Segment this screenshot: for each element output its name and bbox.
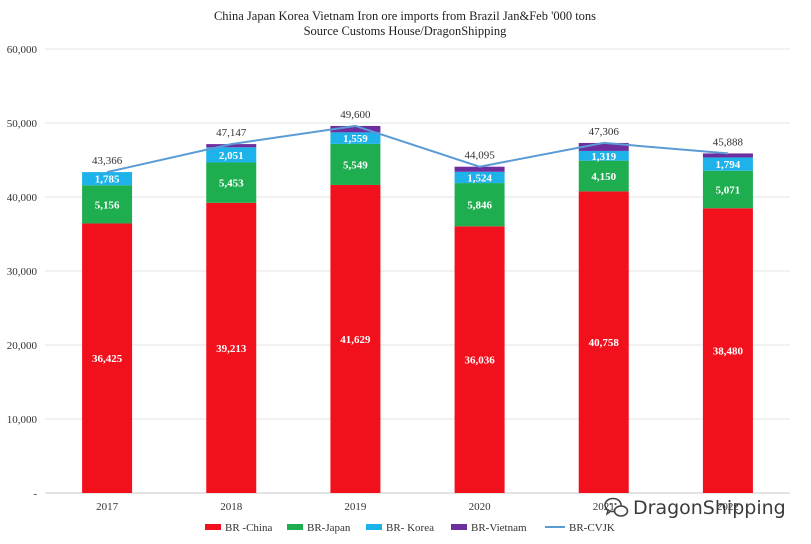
legend-swatch <box>451 524 467 530</box>
bar-segment-br-japan <box>330 143 381 185</box>
segment-data-label: 1,785 <box>95 174 120 186</box>
segment-data-label: 1,559 <box>343 133 368 145</box>
x-tick-label: 2022 <box>717 501 739 513</box>
bar-segment-br-korea <box>702 157 753 171</box>
bar-segment-br-china <box>206 202 257 494</box>
legend-swatch <box>287 524 303 530</box>
data-labels: 36,425 5,156 1,785 39,213 5,453 2,051 41,629 5,… <box>92 109 744 367</box>
segment-data-label: 41,629 <box>340 334 371 346</box>
segment-data-label: 2,051 <box>219 150 244 162</box>
total-line-path <box>106 124 729 174</box>
y-tick-label: 10,000 <box>7 414 38 426</box>
legend-label: BR -China <box>225 522 272 534</box>
legend-label: BR-Vietnam <box>471 522 527 534</box>
y-tick-label: 60,000 <box>7 44 38 56</box>
chart-subtitle: Source Customs House/DragonShipping <box>304 24 508 38</box>
segment-data-label: 5,453 <box>219 178 244 190</box>
wechat-icon <box>604 497 629 517</box>
legend-label: BR- Korea <box>386 522 434 534</box>
chart-title: China Japan Korea Vietnam Iron ore impor… <box>214 9 596 23</box>
bar-segment-br-vietnam <box>206 144 257 148</box>
bars <box>82 125 753 494</box>
bar-segment-br-china <box>702 208 753 494</box>
legend-label: BR-CVJK <box>569 522 615 534</box>
bar-segment-br-vietnam <box>702 153 753 158</box>
y-tick-label: 20,000 <box>7 340 38 352</box>
bar-segment-br-korea <box>454 171 505 184</box>
bar-segment-br-japan <box>82 185 133 224</box>
segment-data-label: 36,036 <box>464 355 495 367</box>
segment-data-label: 1,319 <box>591 151 616 163</box>
x-tick-label: 2018 <box>220 501 243 513</box>
segment-data-label: 1,794 <box>716 159 741 171</box>
y-tick-label: 30,000 <box>7 266 38 278</box>
y-tick-label: 50,000 <box>7 118 38 130</box>
bar-segment-br-china <box>82 223 133 493</box>
bar-segment-br-japan <box>454 183 505 227</box>
segment-data-label: 40,758 <box>589 337 620 349</box>
legend-label: BR-Japan <box>307 522 351 534</box>
segment-data-label: 5,071 <box>716 184 741 196</box>
bar-segment-br-china <box>330 184 381 493</box>
y-axis: - 10,000 20,000 30,000 40,000 50,000 60,000 <box>7 44 38 500</box>
bar-segment-br-korea <box>206 147 257 163</box>
segment-data-label: 5,846 <box>467 200 492 212</box>
legend: BR -China BR-Japan BR- Korea BR-Vietnam BR-C… <box>205 522 615 534</box>
segment-data-label: 5,156 <box>95 199 120 211</box>
total-data-label: 45,888 <box>713 136 744 148</box>
total-line <box>106 124 729 174</box>
segment-data-label: 4,150 <box>591 171 616 183</box>
bar-segment-br-japan <box>702 170 753 209</box>
bar-segment-br-vietnam <box>330 125 381 133</box>
x-tick-label: 2017 <box>96 501 119 513</box>
total-data-label: 47,147 <box>216 127 247 139</box>
bar-segment-br-japan <box>578 160 629 192</box>
bar-segment-br-korea <box>330 132 381 144</box>
total-data-label: 49,600 <box>340 109 371 121</box>
bar-segment-br-vietnam <box>578 142 629 151</box>
watermark: DragonShipping <box>604 497 786 519</box>
bar-segment-br-china <box>578 191 629 493</box>
total-data-label: 44,095 <box>464 150 495 162</box>
bar-segment-br-japan <box>206 162 257 203</box>
y-tick-label: - <box>33 488 37 500</box>
bar-segment-br-china <box>454 226 505 493</box>
x-axis: 2017 2018 2019 2020 2021 2022 <box>96 501 739 513</box>
bar-segment-br-vietnam <box>454 166 505 172</box>
segment-data-label: 39,213 <box>216 343 247 355</box>
total-data-label: 43,366 <box>92 155 123 167</box>
bar-segment-br-korea <box>578 150 629 161</box>
y-tick-label: 40,000 <box>7 192 38 204</box>
legend-swatch <box>366 524 382 530</box>
total-data-label: 47,306 <box>589 126 620 138</box>
segment-data-label: 38,480 <box>713 346 744 358</box>
legend-swatch <box>205 524 221 530</box>
segment-data-label: 1,524 <box>467 172 492 184</box>
gridlines <box>45 48 790 494</box>
x-tick-label: 2019 <box>344 501 367 513</box>
segment-data-label: 36,425 <box>92 353 123 365</box>
bar-segment-br-korea <box>82 172 133 186</box>
x-tick-label: 2020 <box>469 501 492 513</box>
segment-data-label: 5,549 <box>343 159 368 171</box>
watermark-text: DragonShipping <box>633 497 786 519</box>
